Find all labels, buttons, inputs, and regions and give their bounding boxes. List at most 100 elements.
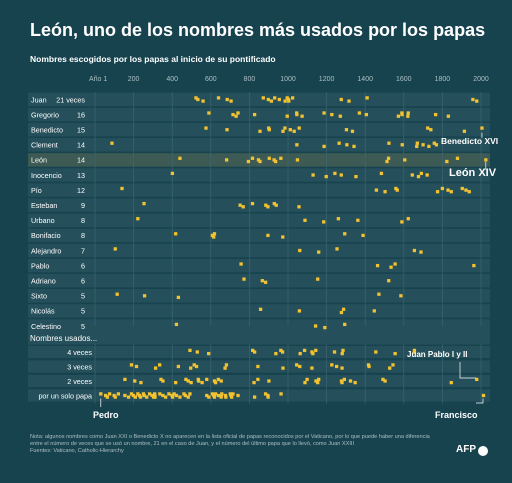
pope-dot: [287, 99, 291, 103]
pope-dot: [332, 350, 337, 354]
used-row-label: 4 veces: [67, 348, 92, 357]
pope-dot: [176, 364, 181, 369]
pope-dot: [113, 247, 117, 251]
pope-dot: [252, 112, 257, 117]
pope-dot: [279, 348, 283, 353]
pope-dot: [192, 363, 196, 367]
pope-dot: [133, 395, 137, 399]
pope-dot: [136, 217, 140, 221]
pope-dot: [429, 128, 433, 132]
pope-dot: [115, 292, 119, 296]
pope-dot: [250, 201, 255, 206]
pope-dot: [288, 128, 292, 132]
pope-dot: [340, 380, 344, 385]
pope-dot: [445, 159, 449, 164]
pope-dot: [246, 159, 251, 164]
pope-dot: [297, 205, 301, 209]
afp-logo-text: AFP: [456, 444, 476, 455]
section-header-band: [28, 330, 490, 345]
pope-dot: [267, 156, 271, 160]
pope-dot: [234, 114, 238, 118]
pope-dot: [200, 380, 204, 385]
pope-dot: [266, 97, 270, 102]
pope-dot: [238, 203, 242, 207]
row-label-count: 13: [77, 171, 85, 180]
row-label-count: 14: [77, 156, 85, 165]
pope-dot: [425, 173, 429, 177]
pope-dot: [161, 379, 165, 383]
pope-dot: [201, 99, 205, 103]
pope-dot: [113, 395, 117, 399]
pope-dot: [207, 395, 211, 399]
pope-dot: [472, 263, 476, 268]
pope-dot: [267, 379, 271, 383]
pope-dot: [317, 250, 321, 254]
pope-dot: [252, 380, 256, 385]
pope-dot: [391, 363, 395, 367]
row-label-name: Benedicto: [31, 126, 63, 135]
pope-dot: [334, 364, 339, 369]
pope-dot: [298, 248, 302, 253]
pope-dot: [305, 377, 309, 382]
x-tick-label: 400: [166, 76, 178, 83]
pope-dot: [110, 141, 114, 145]
pope-dot: [314, 348, 318, 353]
row-band: [28, 273, 490, 288]
row-label-name: León: [31, 156, 47, 165]
pope-dot: [374, 188, 379, 192]
pope-dot: [343, 322, 347, 327]
x-tick-label: 1200: [319, 76, 335, 83]
pope-dot: [475, 99, 479, 103]
pope-dot: [194, 96, 198, 100]
pope-dot: [339, 310, 344, 315]
pope-dot: [139, 380, 143, 385]
pope-dot: [419, 250, 423, 254]
pope-dot: [204, 126, 208, 130]
pope-dot: [338, 114, 342, 118]
pope-dot: [354, 174, 358, 179]
pope-dot: [393, 262, 397, 266]
pope-dot: [283, 99, 287, 103]
pope-dot: [258, 129, 262, 133]
row-label-count: 8: [81, 231, 85, 240]
pope-dot: [375, 263, 380, 268]
annotation-line: [459, 362, 476, 379]
row-label-count: 12: [77, 186, 85, 195]
pope-dot: [212, 395, 217, 399]
footnote-line: entre el número de veces que se usó un n…: [30, 441, 355, 448]
pope-dot: [120, 186, 124, 191]
pope-dot: [223, 366, 227, 370]
row-label-name: Esteban: [31, 201, 57, 210]
pope-dot: [131, 393, 136, 398]
pope-dot: [224, 158, 229, 162]
pope-dot: [224, 395, 228, 399]
pope-dot: [400, 112, 404, 117]
pope-dot: [471, 97, 475, 102]
pope-dot: [303, 218, 307, 222]
pope-dot: [129, 363, 134, 367]
pope-dot: [105, 395, 110, 399]
pope-dot: [225, 128, 229, 132]
pope-dot: [303, 380, 307, 385]
row-band: [28, 92, 490, 107]
pope-dot: [295, 112, 299, 117]
pope-dot: [186, 379, 190, 383]
pope-dot: [427, 144, 431, 149]
row-band: [28, 107, 490, 122]
pope-dot: [147, 392, 152, 396]
used-row-label: 2 veces: [67, 377, 92, 386]
pope-dot: [385, 159, 389, 164]
pope-dot: [322, 111, 326, 115]
pope-dot: [142, 294, 147, 298]
pope-dot: [446, 114, 451, 118]
pope-dot: [252, 350, 257, 354]
pope-dot: [252, 395, 257, 399]
section-header: Nombres usados...: [30, 334, 97, 343]
pope-dot: [295, 158, 300, 162]
pope-dot: [388, 366, 392, 370]
pope-dot: [343, 232, 347, 236]
pope-dot: [335, 247, 339, 251]
row-label-count: 5: [81, 322, 85, 331]
footnote-line: Nota: algunos nombres como Juan XXI o Be…: [30, 434, 430, 440]
pope-dot: [159, 377, 163, 382]
